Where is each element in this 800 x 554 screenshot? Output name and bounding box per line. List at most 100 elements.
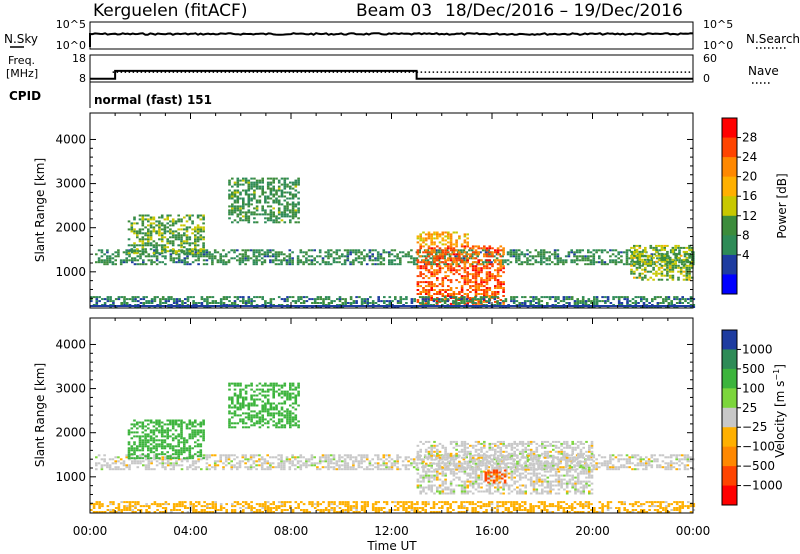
heatmap-cell: [233, 464, 236, 467]
heatmap-cell: [416, 458, 420, 461]
heatmap-cell: [255, 205, 259, 208]
heatmap-cell: [357, 257, 361, 260]
heatmap-cell: [169, 220, 172, 223]
heatmap-cell: [617, 253, 620, 256]
heatmap-cell: [109, 296, 112, 299]
heatmap-cell: [546, 302, 549, 304]
heatmap-cell: [455, 259, 458, 262]
heatmap-cell: [630, 264, 633, 267]
heatmap-cell: [178, 300, 181, 303]
heatmap-cell: [338, 454, 341, 457]
heatmap-cell: [635, 260, 639, 263]
heatmap-cell: [335, 462, 339, 465]
heatmap-cell: [415, 263, 419, 266]
heatmap-cell: [512, 296, 516, 299]
heatmap-cell: [258, 296, 262, 299]
heatmap-cell: [460, 291, 464, 293]
heatmap-cell: [427, 247, 431, 250]
heatmap-cell: [294, 300, 298, 303]
heatmap-cell: [247, 298, 251, 301]
heatmap-cell: [441, 488, 445, 491]
heatmap-cell: [106, 263, 109, 266]
heatmap-cell: [131, 261, 134, 264]
heatmap-cell: [211, 257, 214, 260]
heatmap-cell: [452, 247, 456, 250]
heatmap-cell: [228, 189, 231, 192]
heatmap-cell: [424, 450, 428, 453]
heatmap-cell: [144, 419, 147, 422]
heatmap-cell: [283, 468, 286, 471]
heatmap-cell: [120, 296, 123, 299]
heatmap-cell: [250, 211, 253, 214]
heatmap-cell: [581, 255, 584, 258]
heatmap-cell: [528, 464, 532, 467]
heatmap-cell: [283, 384, 287, 387]
heatmap-cell: [302, 462, 305, 465]
heatmap-cell: [633, 256, 636, 259]
heatmap-cell: [286, 203, 289, 206]
heatmap-cell: [247, 296, 251, 299]
heatmap-cell: [160, 222, 164, 225]
heatmap-cell: [474, 279, 478, 282]
heatmap-cell: [136, 421, 139, 424]
heatmap-cell: [266, 462, 269, 465]
heatmap-cell: [595, 298, 599, 301]
heatmap-cell: [419, 476, 422, 479]
heatmap-cell: [239, 382, 242, 385]
heatmap-cell: [196, 238, 200, 241]
heatmap-cell: [283, 424, 287, 427]
heatmap-cell: [319, 298, 322, 301]
heatmap-cell: [171, 236, 175, 239]
heatmap-cell: [111, 257, 115, 260]
heatmap-cell: [133, 441, 136, 444]
heatmap-cell: [277, 420, 281, 423]
heatmap-cell: [633, 254, 636, 257]
heatmap-cell: [289, 422, 292, 425]
heatmap-cell: [465, 456, 468, 459]
heatmap-cell: [297, 296, 300, 299]
heatmap-cell: [355, 300, 358, 303]
heatmap-cell: [496, 271, 500, 274]
heatmap-cell: [623, 298, 626, 301]
heatmap-cell: [269, 197, 273, 200]
heatmap-cell: [449, 281, 453, 284]
heatmap-cell: [192, 296, 195, 299]
heatmap-cell: [517, 462, 521, 465]
heatmap-cell: [236, 408, 240, 411]
heatmap-cell: [388, 460, 391, 463]
heatmap-cell: [688, 274, 691, 277]
heatmap-cell: [247, 205, 251, 208]
heatmap-cell: [163, 453, 167, 456]
heatmap-cell: [598, 466, 601, 469]
heatmap-cell: [318, 460, 322, 463]
heatmap-cell: [688, 260, 691, 263]
heatmap-cell: [394, 298, 397, 301]
heatmap-cell: [644, 270, 647, 273]
heatmap-cell: [433, 249, 436, 252]
heatmap-cell: [485, 293, 489, 295]
heatmap-cell: [463, 277, 467, 280]
heatmap-cell: [199, 218, 203, 221]
heatmap-cell: [412, 257, 416, 260]
heatmap-cell: [679, 266, 683, 269]
heatmap-cell: [578, 456, 582, 459]
heatmap-cell: [227, 454, 231, 457]
heatmap-cell: [258, 253, 261, 256]
heatmap-cell: [452, 249, 456, 252]
heatmap-cell: [512, 302, 516, 304]
heatmap-cell: [330, 302, 333, 304]
heatmap-cell: [481, 460, 485, 463]
heatmap-cell: [677, 278, 680, 281]
heatmap-cell: [175, 300, 179, 303]
heatmap-cell: [127, 429, 131, 432]
heatmap-cell: [225, 296, 228, 299]
heatmap-cell: [153, 296, 157, 299]
heatmap-cell: [291, 215, 295, 218]
heatmap-cell: [321, 456, 325, 459]
heatmap-cell: [255, 251, 258, 254]
heatmap-cell: [261, 179, 264, 182]
heatmap-cell: [570, 261, 573, 264]
heatmap-cell: [184, 302, 187, 304]
heatmap-cell: [166, 222, 169, 225]
heatmap-cell: [553, 249, 557, 252]
